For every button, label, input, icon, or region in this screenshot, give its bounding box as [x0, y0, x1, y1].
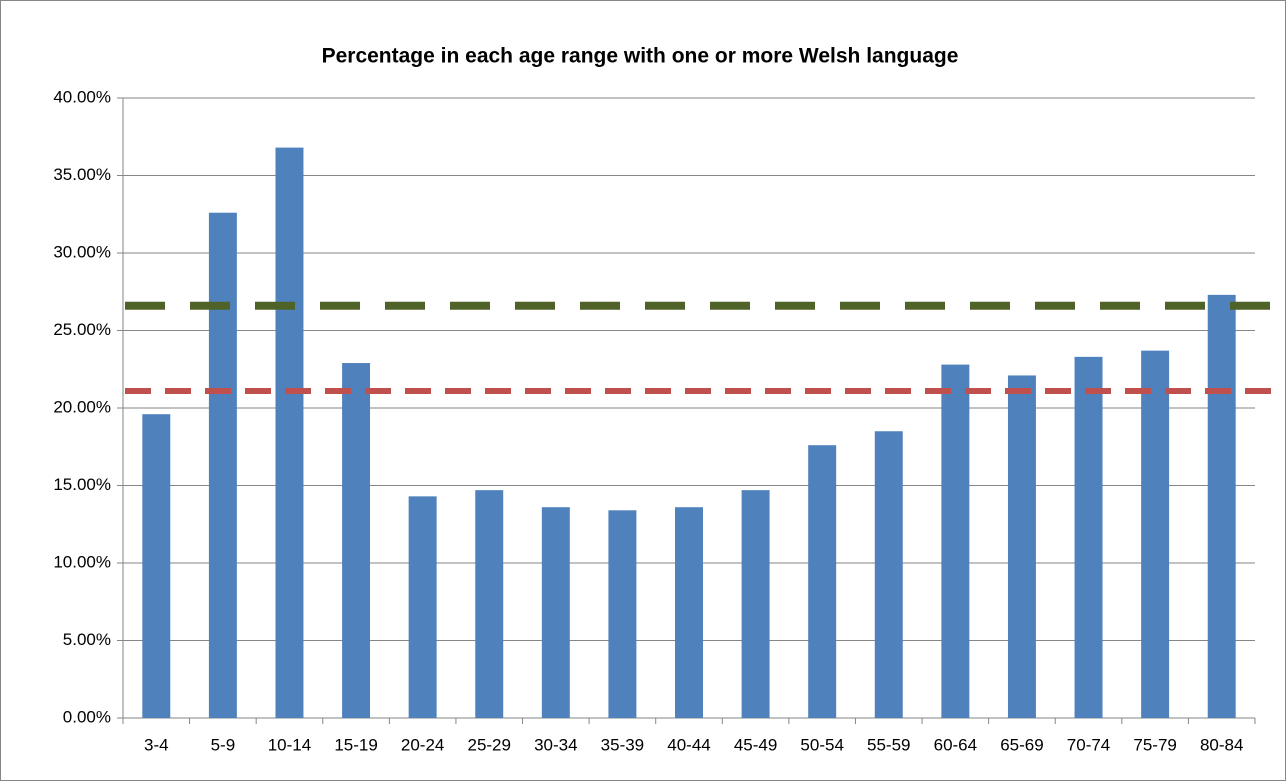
x-tick-label: 50-54	[800, 735, 843, 754]
bar	[1074, 356, 1103, 718]
bar	[541, 507, 570, 718]
bar	[275, 147, 304, 719]
bar	[808, 445, 837, 718]
x-tick-label: 80-84	[1200, 735, 1243, 754]
bar	[342, 363, 371, 718]
x-tick-label: 20-24	[401, 735, 444, 754]
x-tick-label: 15-19	[334, 735, 377, 754]
y-tick-label: 40.00%	[53, 87, 111, 106]
x-tick-label: 55-59	[867, 735, 910, 754]
bar	[408, 496, 437, 718]
x-tick-label: 30-34	[534, 735, 577, 754]
bar	[208, 212, 237, 718]
bar	[675, 507, 703, 718]
x-tick-label: 5-9	[211, 735, 236, 754]
x-tick-label: 25-29	[467, 735, 510, 754]
bar	[1141, 350, 1170, 718]
x-tick-label: 35-39	[601, 735, 644, 754]
y-tick-label: 25.00%	[53, 320, 111, 339]
bar	[874, 431, 903, 718]
x-tick-label: 45-49	[734, 735, 777, 754]
y-tick-label: 35.00%	[53, 165, 111, 184]
x-tick-label: 10-14	[268, 735, 311, 754]
bar	[608, 510, 637, 718]
bar	[475, 490, 504, 718]
y-tick-label: 10.00%	[53, 552, 111, 571]
bar	[741, 490, 770, 718]
x-tick-label: 75-79	[1133, 735, 1176, 754]
x-tick-label: 3-4	[144, 735, 169, 754]
bar	[1207, 294, 1236, 718]
bar	[1007, 375, 1036, 718]
y-tick-label: 5.00%	[63, 630, 111, 649]
bar	[142, 414, 171, 718]
chart-title: Percentage in each age range with one or…	[322, 45, 959, 68]
x-tick-label: 70-74	[1067, 735, 1110, 754]
y-tick-label: 0.00%	[63, 707, 111, 726]
bar	[941, 364, 970, 718]
y-tick-label: 20.00%	[53, 397, 111, 416]
x-tick-label: 40-44	[667, 735, 710, 754]
y-tick-label: 30.00%	[53, 242, 111, 261]
x-tick-label: 60-64	[934, 735, 977, 754]
x-tick-label: 65-69	[1000, 735, 1043, 754]
y-tick-label: 15.00%	[53, 475, 111, 494]
